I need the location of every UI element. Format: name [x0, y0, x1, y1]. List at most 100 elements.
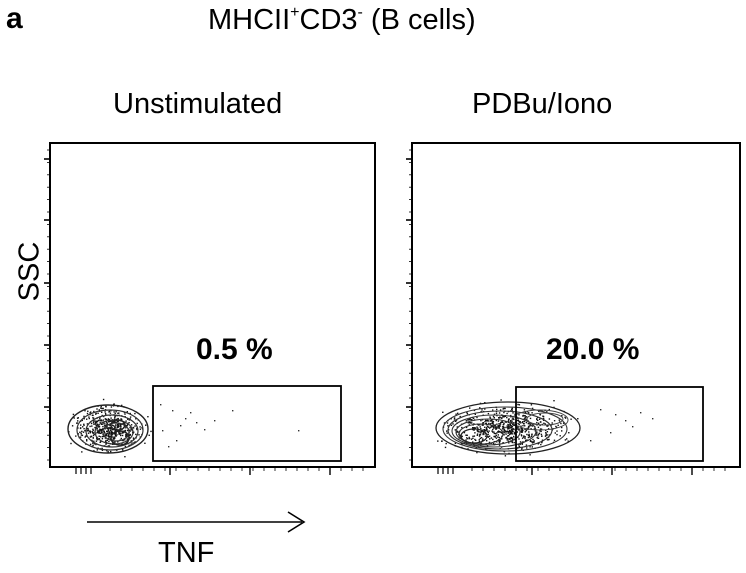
event-dot [511, 408, 513, 410]
event-dot [120, 432, 122, 434]
event-dot [493, 417, 495, 419]
event-dot [97, 423, 99, 426]
event-dot [185, 418, 187, 420]
event-dot [150, 430, 152, 433]
event-dot [527, 422, 529, 425]
event-dot [485, 429, 487, 432]
event-dot [88, 417, 90, 420]
event-dot [542, 415, 544, 417]
event-dot [513, 441, 515, 444]
event-dot [454, 429, 456, 431]
event-dot [121, 404, 123, 407]
event-dot [459, 435, 461, 437]
event-dot [101, 447, 103, 450]
contour-population-unstimulated [67, 398, 300, 458]
event-dot [493, 427, 495, 429]
event-dot [509, 437, 512, 439]
event-dot [530, 441, 533, 443]
event-dot [555, 426, 558, 429]
event-dot [537, 435, 539, 437]
event-dot [92, 434, 95, 437]
event-dot [524, 417, 526, 419]
event-dot [482, 438, 484, 440]
event-dot [478, 439, 480, 441]
event-dot [109, 432, 111, 435]
event-dot [538, 432, 541, 434]
event-dot [105, 439, 107, 442]
event-dot [504, 407, 506, 410]
event-dot [104, 412, 107, 415]
event-dot [502, 426, 505, 428]
event-dot [503, 423, 505, 426]
event-dot [523, 409, 526, 411]
event-dot [492, 415, 495, 418]
event-dot [89, 443, 92, 446]
event-dot [488, 420, 490, 422]
event-dot [80, 434, 83, 436]
event-dot [95, 443, 97, 446]
event-dot [98, 425, 100, 427]
event-dot [110, 417, 112, 419]
event-dot [523, 436, 525, 438]
event-dot [79, 431, 81, 433]
event-dot [110, 433, 112, 436]
event-dot [129, 412, 131, 415]
event-dot [113, 438, 115, 440]
event-dot [119, 424, 121, 426]
event-dot [476, 416, 478, 419]
event-dot [136, 422, 138, 425]
event-dot [520, 434, 523, 436]
event-dot [490, 420, 493, 422]
event-dot [497, 425, 500, 428]
event-dot [83, 424, 85, 426]
event-dot [493, 431, 495, 433]
event-dot [484, 435, 487, 437]
event-dot [501, 426, 504, 428]
event-dot [115, 411, 117, 413]
event-dot [546, 431, 549, 433]
event-dot [557, 424, 559, 426]
event-dot [510, 420, 512, 422]
event-dot [509, 427, 511, 429]
event-dot [463, 442, 466, 444]
event-dot [499, 409, 502, 411]
event-dot [108, 433, 110, 436]
event-dot [491, 419, 494, 421]
event-dot [507, 430, 509, 432]
event-dot [492, 423, 494, 425]
event-dot [530, 404, 533, 406]
event-dot [540, 428, 543, 430]
event-dot [83, 418, 85, 420]
event-dot [134, 425, 136, 427]
event-dot [71, 425, 74, 427]
event-dot [98, 409, 100, 411]
event-dot [507, 428, 509, 430]
event-dot [461, 426, 463, 429]
event-dot [86, 440, 88, 442]
event-dot [507, 432, 509, 434]
event-dot [83, 423, 85, 425]
event-dot [95, 412, 97, 415]
event-dot [95, 424, 98, 427]
event-dot [532, 438, 534, 441]
event-dot [525, 439, 527, 442]
event-dot [92, 437, 94, 439]
event-dot [76, 417, 79, 419]
event-dot [531, 446, 533, 448]
event-dot [114, 415, 116, 418]
event-dot [97, 430, 99, 432]
event-dot [94, 426, 96, 429]
event-dot [480, 427, 482, 430]
event-dot [97, 438, 99, 441]
event-dot [86, 423, 89, 425]
event-dot [465, 420, 467, 422]
event-dot [541, 435, 543, 437]
event-dot [483, 433, 485, 435]
event-dot [487, 433, 489, 436]
event-dot [101, 429, 104, 431]
event-dot [484, 448, 487, 450]
event-dot [490, 437, 493, 439]
event-dot [542, 417, 545, 420]
event-dot [600, 409, 602, 411]
